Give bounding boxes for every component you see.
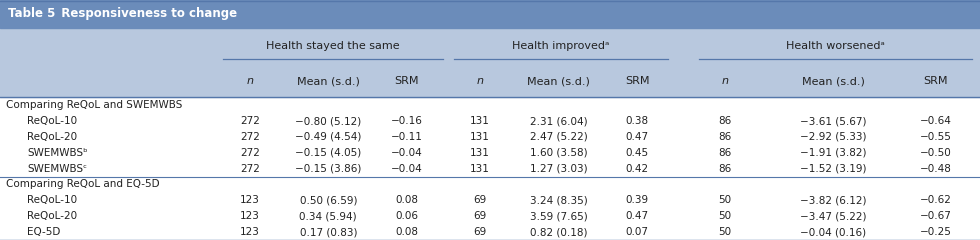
Text: 0.39: 0.39 bbox=[625, 195, 649, 205]
Text: SWEMWBSᵇ: SWEMWBSᵇ bbox=[27, 148, 88, 158]
Text: SWEMWBSᶜ: SWEMWBSᶜ bbox=[27, 164, 87, 174]
Text: EQ-5D: EQ-5D bbox=[27, 227, 61, 237]
Text: 50: 50 bbox=[718, 227, 732, 237]
Text: 50: 50 bbox=[718, 195, 732, 205]
Text: −0.50: −0.50 bbox=[920, 148, 952, 158]
Text: −0.15 (4.05): −0.15 (4.05) bbox=[295, 148, 362, 158]
Text: −0.64: −0.64 bbox=[920, 116, 952, 126]
Text: n: n bbox=[476, 76, 484, 86]
Text: −3.47 (5.22): −3.47 (5.22) bbox=[800, 211, 866, 221]
Text: 50: 50 bbox=[718, 211, 732, 221]
Text: 123: 123 bbox=[240, 227, 260, 237]
Text: −0.15 (3.86): −0.15 (3.86) bbox=[295, 164, 362, 174]
Text: −0.49 (4.54): −0.49 (4.54) bbox=[295, 132, 362, 142]
Text: 0.17 (0.83): 0.17 (0.83) bbox=[300, 227, 357, 237]
Text: −0.67: −0.67 bbox=[920, 211, 952, 221]
Text: 0.08: 0.08 bbox=[395, 227, 418, 237]
Text: 0.42: 0.42 bbox=[625, 164, 649, 174]
Text: 123: 123 bbox=[240, 195, 260, 205]
Text: 1.60 (3.58): 1.60 (3.58) bbox=[530, 148, 587, 158]
Text: −0.55: −0.55 bbox=[920, 132, 952, 142]
Text: Comparing ReQoL and SWEMWBS: Comparing ReQoL and SWEMWBS bbox=[6, 100, 182, 110]
Text: −0.62: −0.62 bbox=[920, 195, 952, 205]
Text: 131: 131 bbox=[470, 116, 490, 126]
Text: n: n bbox=[721, 76, 729, 86]
Text: 69: 69 bbox=[473, 211, 487, 221]
Text: 123: 123 bbox=[240, 211, 260, 221]
Text: ReQoL-10: ReQoL-10 bbox=[27, 116, 77, 126]
Text: 69: 69 bbox=[473, 195, 487, 205]
Text: −0.04 (0.16): −0.04 (0.16) bbox=[800, 227, 866, 237]
Text: 2.31 (6.04): 2.31 (6.04) bbox=[530, 116, 587, 126]
Text: SRM: SRM bbox=[923, 76, 949, 86]
Text: −2.92 (5.33): −2.92 (5.33) bbox=[800, 132, 866, 142]
Text: −0.04: −0.04 bbox=[391, 164, 422, 174]
Text: 69: 69 bbox=[473, 227, 487, 237]
Text: 3.59 (7.65): 3.59 (7.65) bbox=[530, 211, 587, 221]
Text: 131: 131 bbox=[470, 148, 490, 158]
Text: 86: 86 bbox=[718, 164, 732, 174]
Text: 0.08: 0.08 bbox=[395, 195, 418, 205]
Text: Mean (s.d.): Mean (s.d.) bbox=[802, 76, 864, 86]
Text: 0.82 (0.18): 0.82 (0.18) bbox=[530, 227, 587, 237]
Text: ReQoL-10: ReQoL-10 bbox=[27, 195, 77, 205]
Text: 272: 272 bbox=[240, 148, 260, 158]
Text: SRM: SRM bbox=[394, 76, 419, 86]
Text: 131: 131 bbox=[470, 164, 490, 174]
Text: 131: 131 bbox=[470, 132, 490, 142]
Text: Health stayed the same: Health stayed the same bbox=[267, 41, 400, 51]
Text: −0.04: −0.04 bbox=[391, 148, 422, 158]
Text: 3.24 (8.35): 3.24 (8.35) bbox=[530, 195, 587, 205]
Text: 0.06: 0.06 bbox=[395, 211, 418, 221]
Text: 272: 272 bbox=[240, 132, 260, 142]
Bar bbox=[0, 28, 980, 97]
Text: −0.25: −0.25 bbox=[920, 227, 952, 237]
Text: −0.11: −0.11 bbox=[391, 132, 422, 142]
Text: 86: 86 bbox=[718, 148, 732, 158]
Text: −1.91 (3.82): −1.91 (3.82) bbox=[800, 148, 866, 158]
Text: 0.47: 0.47 bbox=[625, 211, 649, 221]
Text: 272: 272 bbox=[240, 116, 260, 126]
Text: Mean (s.d.): Mean (s.d.) bbox=[527, 76, 590, 86]
Text: −0.48: −0.48 bbox=[920, 164, 952, 174]
Text: Mean (s.d.): Mean (s.d.) bbox=[297, 76, 360, 86]
Text: 2.47 (5.22): 2.47 (5.22) bbox=[530, 132, 587, 142]
Text: −3.61 (5.67): −3.61 (5.67) bbox=[800, 116, 866, 126]
Bar bbox=[0, 0, 980, 28]
Text: 0.50 (6.59): 0.50 (6.59) bbox=[300, 195, 357, 205]
Text: Health worsenedᵃ: Health worsenedᵃ bbox=[786, 41, 885, 51]
Text: −1.52 (3.19): −1.52 (3.19) bbox=[800, 164, 866, 174]
Text: ReQoL-20: ReQoL-20 bbox=[27, 211, 77, 221]
Text: 0.34 (5.94): 0.34 (5.94) bbox=[300, 211, 357, 221]
Text: SRM: SRM bbox=[625, 76, 650, 86]
Text: ReQoL-20: ReQoL-20 bbox=[27, 132, 77, 142]
Text: Comparing ReQoL and EQ-5D: Comparing ReQoL and EQ-5D bbox=[6, 180, 160, 189]
Text: 86: 86 bbox=[718, 116, 732, 126]
Text: 272: 272 bbox=[240, 164, 260, 174]
Text: −0.16: −0.16 bbox=[391, 116, 422, 126]
Text: −3.82 (6.12): −3.82 (6.12) bbox=[800, 195, 866, 205]
Text: Table 5 Responsiveness to change: Table 5 Responsiveness to change bbox=[8, 7, 237, 20]
Text: 0.45: 0.45 bbox=[625, 148, 649, 158]
Text: 0.38: 0.38 bbox=[625, 116, 649, 126]
Text: 0.47: 0.47 bbox=[625, 132, 649, 142]
Text: n: n bbox=[246, 76, 254, 86]
Text: 1.27 (3.03): 1.27 (3.03) bbox=[530, 164, 587, 174]
Text: 0.07: 0.07 bbox=[625, 227, 649, 237]
Text: Health improvedᵃ: Health improvedᵃ bbox=[513, 41, 610, 51]
Text: 86: 86 bbox=[718, 132, 732, 142]
Text: −0.80 (5.12): −0.80 (5.12) bbox=[295, 116, 362, 126]
